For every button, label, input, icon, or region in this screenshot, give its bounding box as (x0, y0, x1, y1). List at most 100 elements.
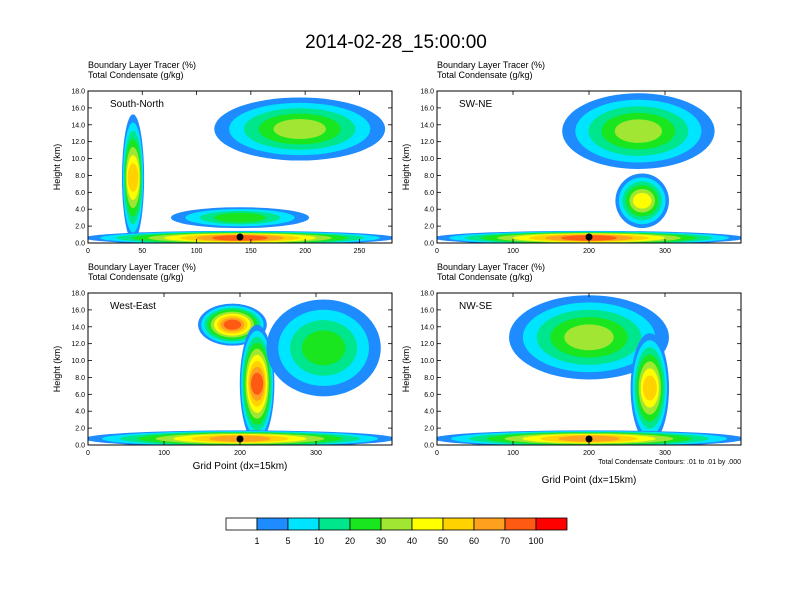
y-tick-label: 2.0 (75, 426, 85, 433)
location-marker (585, 233, 593, 241)
colorbar-label: 50 (438, 536, 448, 546)
colorbar-cell (411, 517, 444, 531)
x-tick-label: 200 (299, 248, 311, 255)
plot-area (88, 97, 392, 243)
y-tick-label: 6.0 (75, 392, 85, 399)
panel-direction-label: NW-SE (459, 301, 492, 312)
shaded-region (564, 324, 614, 351)
colorbar-label: 20 (345, 536, 355, 546)
x-tick-label: 0 (86, 248, 90, 255)
colorbar: 1 5 10 20 30 40 50 60 70 100 (225, 517, 568, 546)
y-axis-label: Height (km) (401, 346, 411, 393)
colorbar-cell (380, 517, 413, 531)
y-tick-label: 6.0 (75, 190, 85, 197)
y-tick-label: 0.0 (424, 443, 434, 450)
y-tick-label: 10.0 (420, 358, 434, 365)
y-tick-label: 4.0 (424, 207, 434, 214)
shaded-region (127, 163, 139, 192)
y-tick-label: 12.0 (420, 341, 434, 348)
y-tick-label: 8.0 (75, 173, 85, 180)
y-axis-label: Height (km) (52, 144, 62, 191)
y-tick-label: 16.0 (420, 307, 434, 314)
y-tick-label: 10.0 (71, 358, 85, 365)
shaded-region (301, 330, 346, 366)
x-tick-label: 150 (245, 248, 257, 255)
panel-header-tracer: Boundary Layer Tracer (%) (88, 60, 196, 70)
x-tick-label: 300 (310, 450, 322, 457)
y-tick-label: 8.0 (424, 375, 434, 382)
panel-direction-label: SW-NE (459, 99, 492, 110)
y-tick-label: 12.0 (71, 341, 85, 348)
panel-header-condensate: Total Condensate (g/kg) (437, 272, 533, 282)
location-marker (236, 233, 244, 241)
y-tick-label: 10.0 (71, 156, 85, 163)
panel-header-tracer: Boundary Layer Tracer (%) (437, 262, 545, 272)
y-tick-label: 14.0 (420, 122, 434, 129)
chart-panel: 0.0 2.0 4.0 6.0 8.0 10.0 12.0 14.0 16.0 18.0 0 100 2… (52, 262, 393, 472)
x-tick-label: 0 (86, 450, 90, 457)
y-tick-label: 0.0 (75, 443, 85, 450)
shaded-region (642, 375, 657, 401)
figure-title: 2014-02-28_15:00:00 (305, 32, 487, 53)
x-tick-label: 100 (191, 248, 203, 255)
x-tick-label: 300 (659, 450, 671, 457)
x-tick-label: 250 (354, 248, 366, 255)
colorbar-cell (535, 517, 568, 531)
panel-header-condensate: Total Condensate (g/kg) (437, 70, 533, 80)
y-tick-label: 2.0 (424, 426, 434, 433)
panel-header-tracer: Boundary Layer Tracer (%) (88, 262, 196, 272)
y-tick-label: 18.0 (71, 89, 85, 96)
x-tick-label: 50 (138, 248, 146, 255)
x-tick-label: 0 (435, 450, 439, 457)
colorbar-label: 40 (407, 536, 417, 546)
y-tick-label: 18.0 (420, 291, 434, 298)
chart-panel: 0.0 2.0 4.0 6.0 8.0 10.0 12.0 14.0 16.0 18.0 0 50 10… (52, 60, 393, 255)
colorbar-cell (287, 517, 320, 531)
plot-area (437, 295, 741, 445)
y-tick-label: 4.0 (424, 409, 434, 416)
y-tick-label: 0.0 (424, 241, 434, 248)
x-axis-label: Grid Point (dx=15km) (542, 475, 637, 486)
shaded-region (214, 212, 266, 223)
x-tick-label: 0 (435, 248, 439, 255)
y-tick-label: 16.0 (71, 105, 85, 112)
colorbar-cell (256, 517, 289, 531)
x-tick-label: 200 (234, 450, 246, 457)
shaded-region (251, 372, 264, 395)
shaded-region (632, 192, 652, 209)
y-tick-label: 16.0 (420, 105, 434, 112)
x-tick-label: 200 (583, 248, 595, 255)
y-tick-label: 14.0 (420, 324, 434, 331)
location-marker (236, 435, 244, 443)
colorbar-label: 30 (376, 536, 386, 546)
y-tick-label: 2.0 (75, 224, 85, 231)
x-tick-label: 100 (158, 450, 170, 457)
contour-note: Total Condensate Contours: .01 to .01 by… (598, 459, 741, 466)
plot-frame (87, 90, 393, 244)
y-tick-label: 14.0 (71, 122, 85, 129)
y-axis-label: Height (km) (401, 144, 411, 191)
shaded-region (614, 119, 663, 143)
y-tick-label: 2.0 (424, 224, 434, 231)
y-tick-label: 14.0 (71, 324, 85, 331)
y-tick-label: 8.0 (75, 375, 85, 382)
colorbar-cell (504, 517, 537, 531)
y-tick-label: 12.0 (420, 139, 434, 146)
y-tick-label: 18.0 (71, 291, 85, 298)
x-tick-label: 200 (583, 450, 595, 457)
colorbar-cell (318, 517, 351, 531)
shaded-region (223, 319, 242, 330)
panel-header-condensate: Total Condensate (g/kg) (88, 272, 184, 282)
panel-header-condensate: Total Condensate (g/kg) (88, 70, 184, 80)
shaded-region (273, 118, 326, 140)
plot-area (437, 93, 741, 243)
colorbar-cell (225, 517, 258, 531)
y-tick-label: 10.0 (420, 156, 434, 163)
colorbar-label: 10 (314, 536, 324, 546)
y-tick-label: 6.0 (424, 190, 434, 197)
colorbar-label: 100 (528, 536, 543, 546)
y-axis-label: Height (km) (52, 346, 62, 393)
x-tick-label: 300 (659, 248, 671, 255)
colorbar-label: 70 (500, 536, 510, 546)
